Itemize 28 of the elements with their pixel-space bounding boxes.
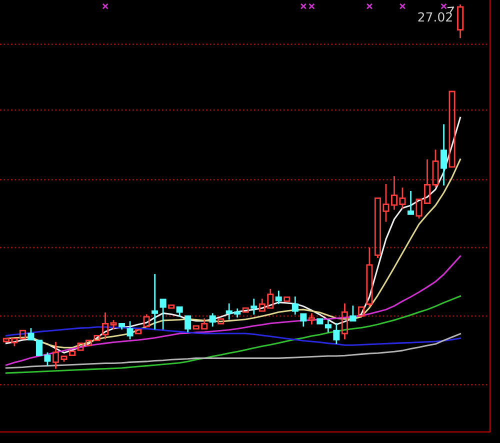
candlestick (333, 323, 340, 344)
candlestick (275, 290, 282, 304)
candlestick (168, 304, 175, 309)
candlestick (118, 323, 126, 330)
annotation: 27.02 (418, 12, 452, 22)
candlestick (350, 306, 356, 322)
candlestick (457, 4, 464, 38)
candlestick (308, 313, 315, 324)
candlestick (448, 90, 456, 168)
candlestick (341, 303, 348, 340)
candlestick (160, 298, 166, 330)
candlestick (218, 318, 224, 324)
candlestick (152, 274, 158, 330)
candlestick (19, 330, 26, 340)
candlestick (358, 306, 364, 317)
candlestick (292, 296, 298, 315)
candlestick (300, 313, 307, 327)
candlestick (184, 315, 192, 332)
candlestick (324, 319, 332, 332)
candlestick (407, 190, 414, 215)
candlestick (209, 313, 216, 327)
candlestick (176, 306, 183, 317)
candlestick (135, 329, 142, 334)
candlestick (284, 296, 290, 302)
candlestick (250, 298, 258, 315)
candlestick (440, 124, 448, 186)
candlestick (316, 318, 324, 324)
candlestick (242, 307, 249, 313)
